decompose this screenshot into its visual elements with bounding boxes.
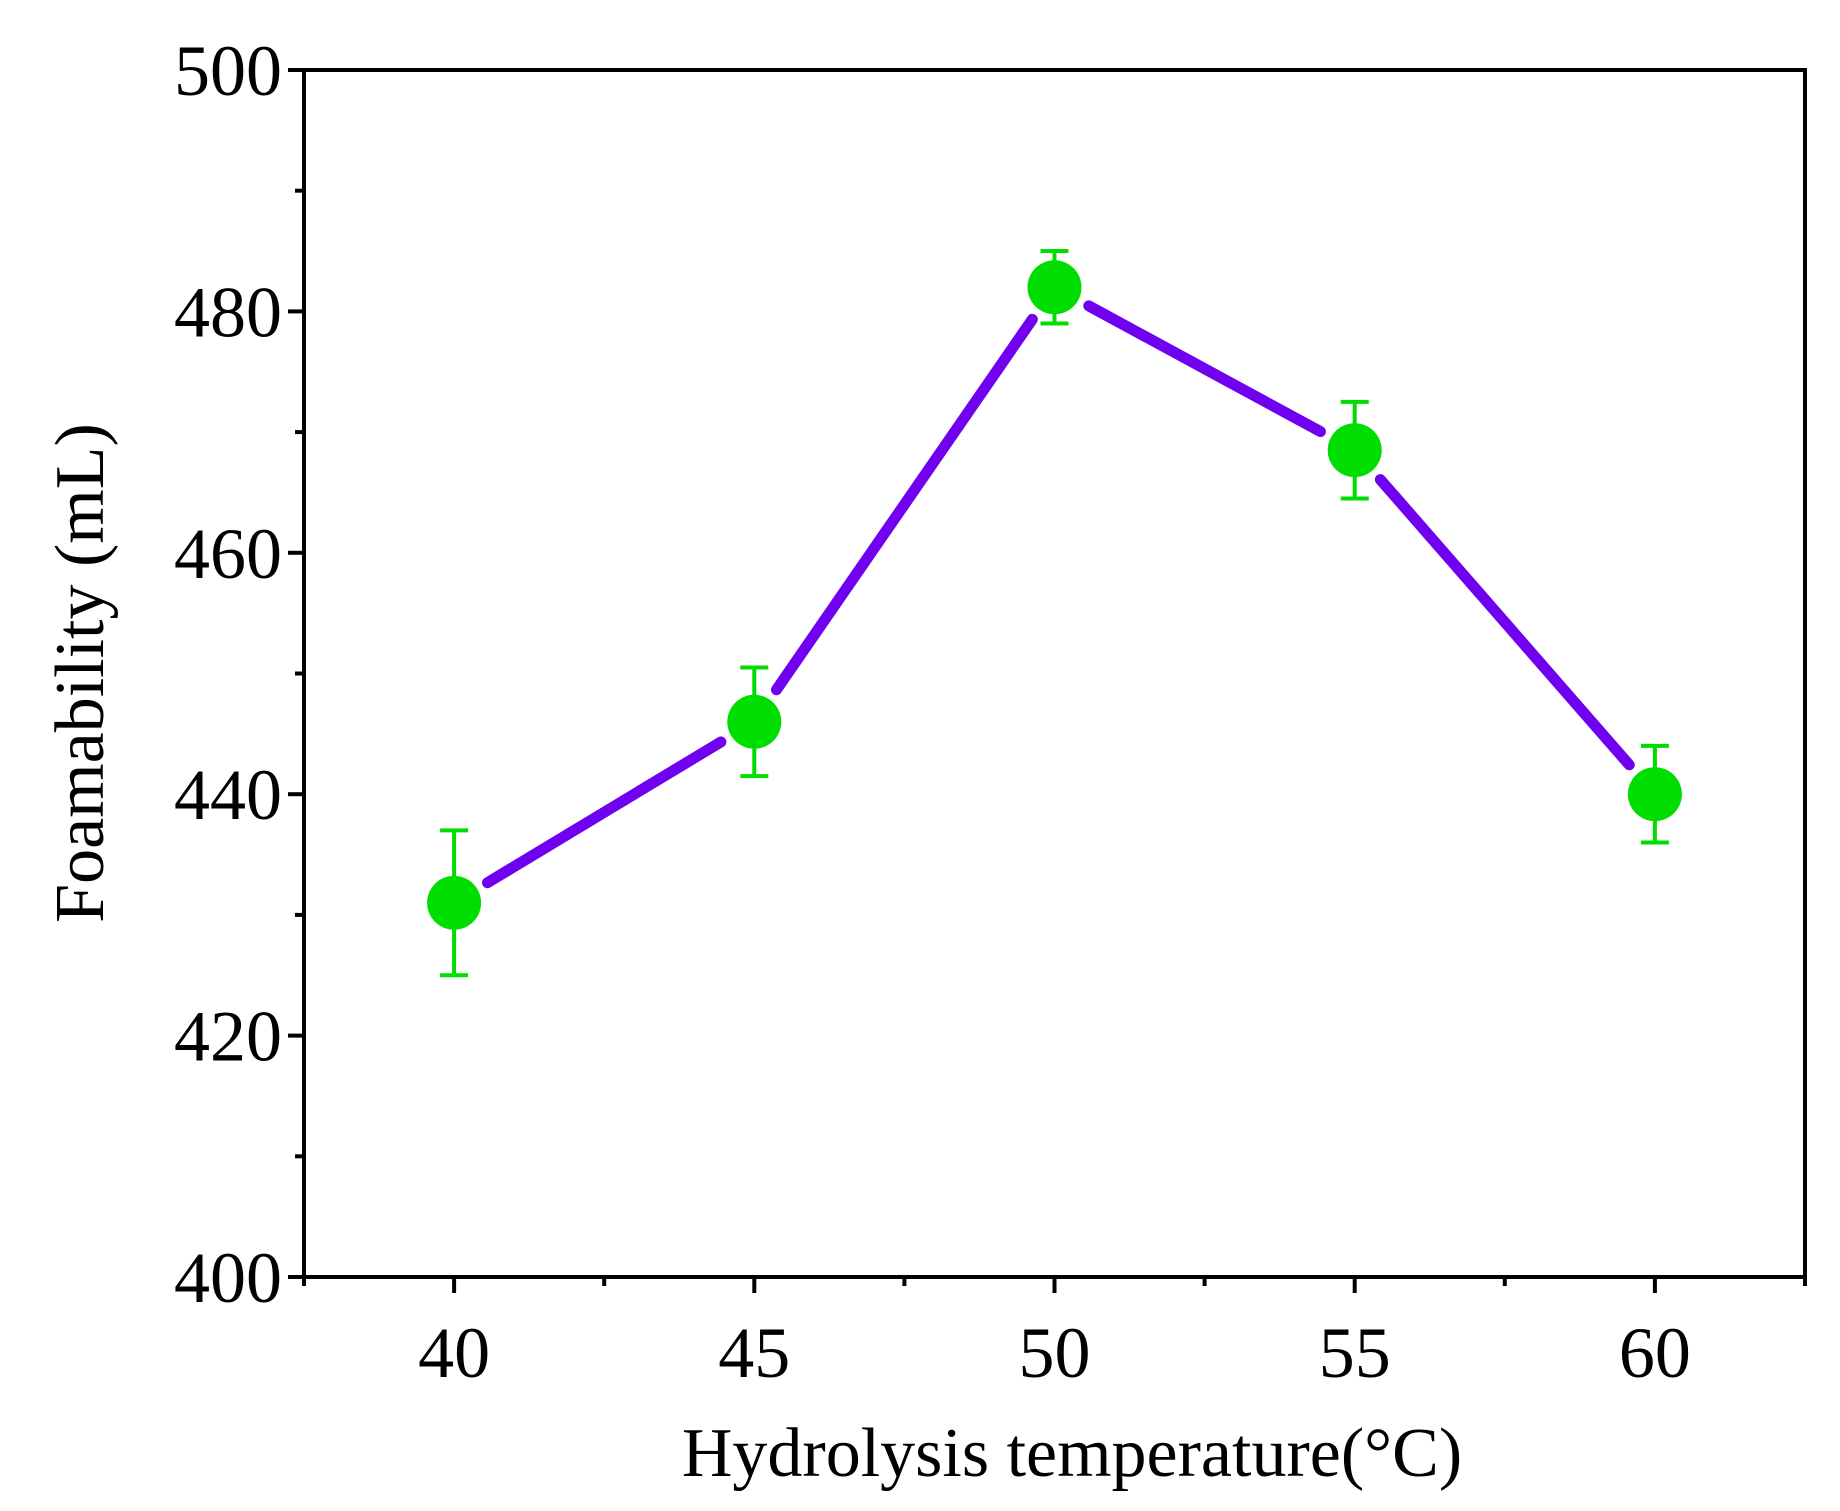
error-bars (440, 249, 1669, 978)
y-tick-label: 500 (174, 31, 282, 111)
x-axis-tick-labels: 40 45 50 55 60 (418, 1313, 1691, 1393)
y-axis-ticks (288, 68, 304, 1279)
y-tick-label: 480 (174, 272, 282, 352)
y-tick-label: 400 (174, 1238, 282, 1318)
x-tick-label: 50 (1019, 1313, 1091, 1393)
x-axis-title: Hydrolysis temperature(°C) (682, 1415, 1462, 1492)
x-tick-label: 60 (1619, 1313, 1691, 1393)
series-line-segment (481, 736, 727, 889)
series-line-segment (1374, 474, 1635, 771)
data-point (727, 694, 782, 749)
data-point (1627, 767, 1682, 822)
x-axis-ticks (302, 1277, 1807, 1293)
data-point (1027, 260, 1082, 315)
data-point (1327, 423, 1382, 478)
series-line (481, 300, 1635, 889)
data-point (427, 875, 482, 930)
y-axis-tick-labels: 400 420 440 460 480 500 (174, 31, 282, 1318)
data-markers (427, 260, 1682, 930)
x-tick-label: 45 (718, 1313, 790, 1393)
y-tick-label: 440 (174, 755, 282, 835)
x-tick-label: 40 (418, 1313, 490, 1393)
y-axis-title: Foamability (mL) (42, 423, 119, 923)
x-tick-label: 55 (1319, 1313, 1391, 1393)
series-line-segment (1083, 300, 1326, 438)
series-line-segment (770, 313, 1038, 696)
y-tick-label: 420 (174, 997, 282, 1077)
y-tick-label: 460 (174, 514, 282, 594)
